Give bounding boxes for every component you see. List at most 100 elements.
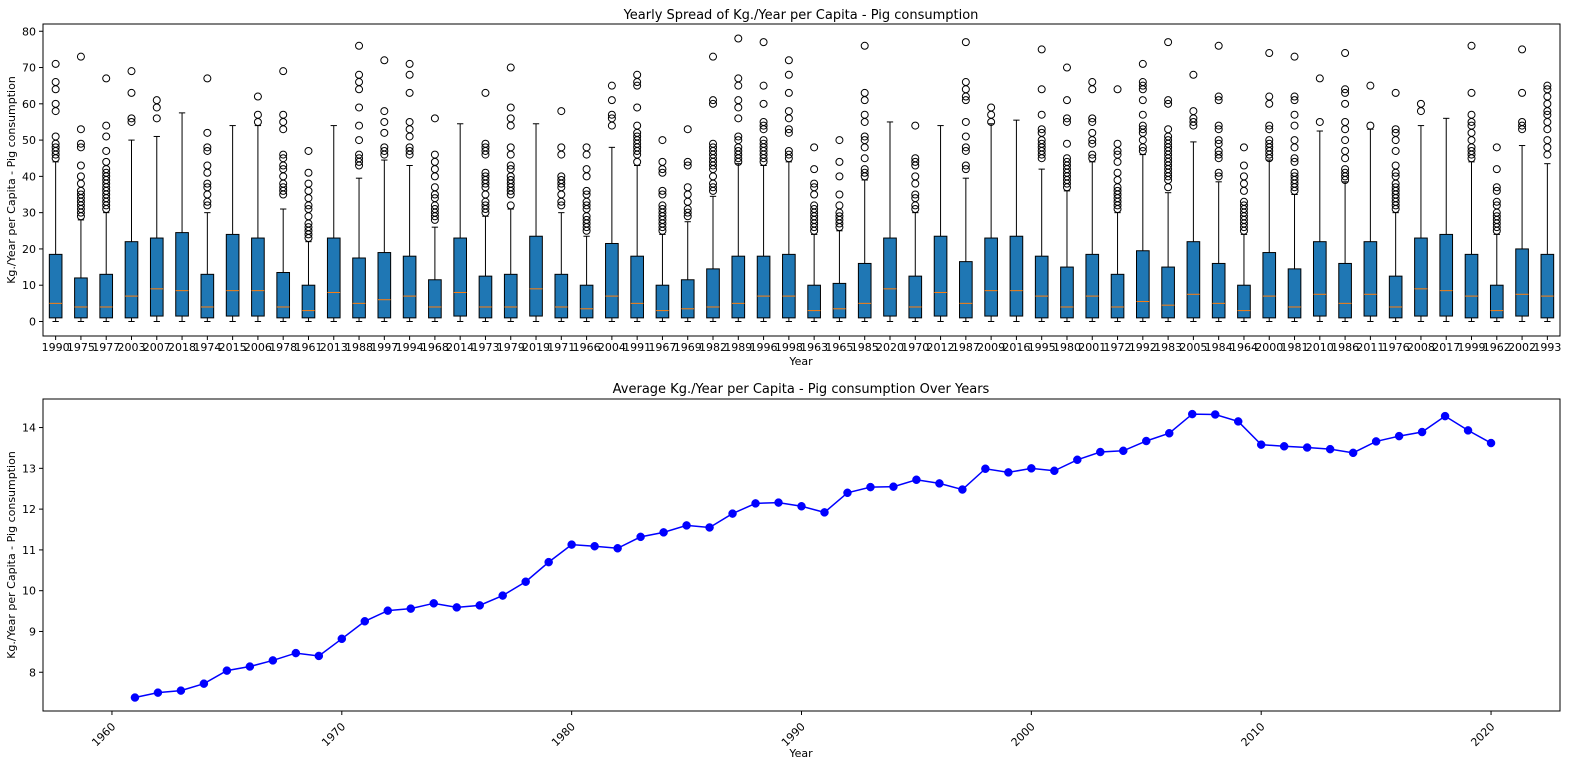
outlier-point: [430, 157, 439, 166]
data-point-1967: [268, 656, 278, 665]
outlier-point: [709, 172, 718, 181]
outlier-point: [279, 154, 288, 163]
x-tick-label: 1996: [750, 341, 778, 354]
x-tick-label: 2011: [1356, 341, 1384, 354]
outlier-point: [860, 110, 869, 119]
x-tick-label: 1979: [497, 341, 525, 354]
outlier-point: [633, 103, 642, 112]
y-tick-label: 14: [22, 422, 36, 435]
box-iqr: [680, 279, 695, 319]
outlier-point: [607, 121, 616, 130]
data-point-1973: [406, 604, 416, 613]
outlier-point: [961, 85, 970, 94]
outlier-point: [253, 92, 262, 101]
outlier-point: [860, 136, 869, 145]
outlier-point: [203, 201, 212, 210]
x-tick-label: 1980: [1053, 341, 1081, 354]
x-tick-label: 2010: [1239, 720, 1268, 749]
outlier-point: [1341, 88, 1350, 97]
outlier-point: [1265, 136, 1274, 145]
outlier-point: [1138, 81, 1147, 90]
outlier-point: [734, 81, 743, 90]
outlier-point: [582, 190, 591, 199]
outlier-point: [203, 183, 212, 192]
data-point-1991: [820, 508, 829, 517]
box-iqr: [124, 241, 139, 319]
outlier-point: [557, 143, 566, 152]
outlier-point: [759, 136, 768, 145]
outlier-point: [1214, 96, 1223, 105]
data-point-2007: [1187, 409, 1197, 419]
outlier-point: [860, 168, 869, 177]
box-1991: [630, 70, 644, 322]
outlier-point: [810, 165, 819, 174]
box-2004: [605, 81, 619, 322]
box-plot-chart: Yearly Spread of Kg./Year per Capita - P…: [5, 8, 1561, 368]
box-2007: [149, 96, 164, 322]
outlier-point: [1341, 146, 1350, 155]
outlier-point: [1341, 154, 1350, 163]
outlier-point: [860, 143, 869, 152]
outlier-point: [380, 146, 389, 155]
outlier-point: [582, 165, 591, 174]
box-iqr: [832, 282, 847, 319]
outlier-point: [709, 96, 718, 105]
outlier-point: [203, 190, 212, 199]
x-tick-label: 1990: [42, 341, 70, 354]
outlier-point: [1239, 179, 1248, 188]
outlier-point: [304, 212, 313, 221]
box-iqr: [1414, 237, 1428, 317]
x-tick-label: 1961: [294, 341, 322, 354]
outlier-point: [1467, 121, 1476, 130]
x-tick-label: 1998: [775, 341, 803, 354]
box-1997: [377, 56, 392, 322]
outlier-point: [1467, 128, 1476, 137]
data-point-1997: [958, 485, 967, 494]
data-point-2012: [1302, 443, 1312, 452]
data-point-2018: [1440, 411, 1450, 421]
outlier-point: [203, 128, 212, 137]
y-tick-label: 50: [22, 134, 36, 147]
outlier-point: [253, 110, 262, 119]
outlier-point: [784, 114, 793, 123]
outlier-point: [1113, 139, 1122, 148]
outlier-point: [1341, 99, 1350, 108]
outlier-point: [506, 201, 515, 210]
outlier-point: [835, 172, 844, 181]
outlier-point: [1239, 186, 1248, 195]
outlier-point: [633, 132, 642, 141]
outlier-point: [1138, 59, 1147, 68]
outlier-point: [127, 88, 136, 97]
outlier-point: [506, 114, 515, 123]
x-tick-label: 2000: [1255, 341, 1283, 354]
outlier-point: [1062, 63, 1071, 72]
outlier-point: [633, 81, 642, 90]
box-1967: [655, 136, 670, 322]
box-1996: [756, 38, 771, 322]
outlier-point: [911, 194, 920, 203]
x-tick-label: 2003: [117, 341, 145, 354]
outlier-point: [355, 85, 364, 94]
x-tick-label: 2020: [876, 341, 904, 354]
outlier-point: [1189, 117, 1198, 126]
x-tick-label: 2005: [1179, 341, 1207, 354]
outlier-point: [1341, 117, 1350, 126]
outlier-point: [1113, 85, 1122, 94]
outlier-point: [557, 107, 566, 116]
outlier-point: [279, 125, 288, 134]
outlier-point: [734, 103, 743, 112]
box-plot-x-axis-label: Year: [788, 355, 813, 368]
box-iqr: [1464, 253, 1479, 319]
outlier-point: [1265, 92, 1274, 101]
box-1970: [908, 121, 923, 322]
data-point-2005: [1142, 436, 1151, 446]
box-2014: [453, 123, 467, 322]
x-tick-label: 1968: [421, 341, 449, 354]
outlier-point: [1492, 197, 1501, 206]
outlier-point: [658, 157, 667, 166]
outlier-point: [1391, 183, 1400, 192]
outlier-point: [860, 96, 869, 105]
data-point-1968: [291, 648, 301, 658]
outlier-point: [810, 205, 819, 214]
outlier-point: [506, 143, 515, 152]
